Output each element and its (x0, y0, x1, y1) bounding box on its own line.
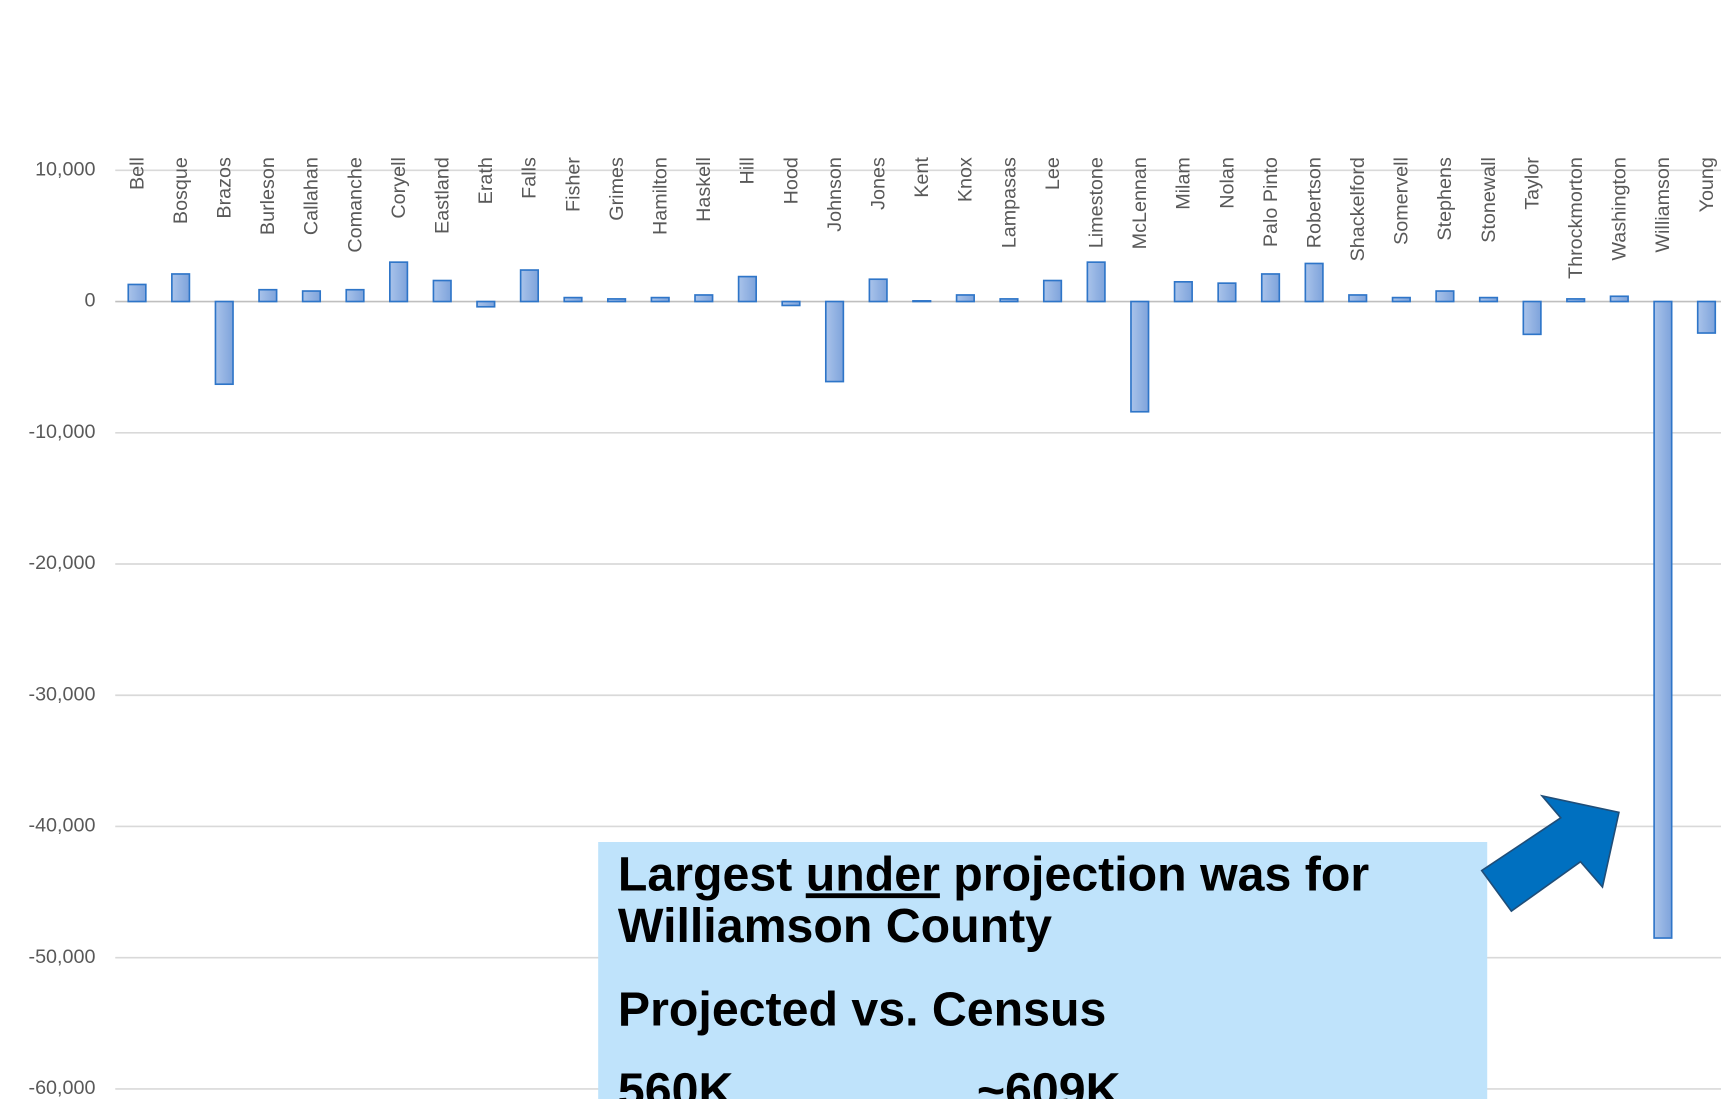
annotation-text: Largest (618, 847, 806, 901)
bar (519, 269, 540, 303)
x-tick-label: Johnson (824, 157, 846, 232)
bar (868, 278, 888, 303)
bar (345, 288, 365, 303)
x-tick-label: Williamson (1652, 157, 1674, 252)
bar (214, 300, 234, 386)
x-tick-label: Knox (955, 157, 977, 202)
x-tick-label: Milam (1173, 157, 1195, 210)
x-tick-label: Throckmorton (1565, 157, 1587, 279)
bar (1609, 295, 1629, 303)
bar (1653, 300, 1673, 939)
bar (1696, 300, 1717, 334)
x-tick-label: Washington (1609, 157, 1631, 261)
x-tick-label: Kent (911, 157, 933, 198)
grid: 10,000 0 -10,000 -20,000 -30,000 -40,000 -50,0… (29, 157, 1721, 1099)
x-tick-label: Taylor (1521, 157, 1543, 210)
annotation-census: ~609K (977, 1064, 1121, 1099)
bar (1173, 281, 1193, 303)
x-tick-label: Callahan (301, 157, 323, 235)
bar (912, 300, 932, 303)
annotation-box (598, 842, 1488, 1099)
y-tick-label: 0 (85, 290, 96, 312)
y-tick-label: -10,000 (29, 421, 96, 443)
bar (955, 294, 975, 303)
bar (1304, 262, 1324, 303)
bar (1522, 300, 1542, 336)
bar (171, 273, 191, 303)
x-tick-label: Falls (519, 157, 541, 199)
x-tick-label: Shackelford (1347, 157, 1369, 261)
bar (1130, 300, 1150, 413)
bar (1260, 273, 1281, 303)
x-tick-label: Erath (475, 157, 497, 204)
x-tick-label: Limestone (1085, 157, 1107, 248)
bar (301, 290, 322, 303)
x-tick-label: Jones (867, 157, 889, 210)
annotation-text: Williamson County (618, 899, 1052, 953)
bar (389, 261, 409, 303)
x-tick-label: Bosque (170, 157, 192, 224)
bar (258, 288, 278, 303)
x-tick-label: Stephens (1434, 157, 1456, 241)
bar (650, 296, 670, 303)
bar (1086, 261, 1106, 303)
bar (563, 296, 583, 303)
bar (1478, 296, 1499, 303)
annotation-text: projection was for (940, 847, 1369, 901)
bar (1042, 279, 1063, 303)
x-tick-label: Burleson (257, 157, 279, 235)
annotation-text: under (806, 847, 940, 901)
x-tick-label: Bell (126, 157, 148, 190)
bar (1391, 296, 1411, 303)
bar (1435, 290, 1455, 303)
x-tick-label: Stonewall (1478, 157, 1500, 243)
bar (1566, 298, 1586, 303)
y-tick-label: -50,000 (29, 946, 96, 968)
annotation-line: Largest under projection was for (618, 847, 1369, 901)
x-tick-label: Palo Pinto (1260, 157, 1282, 247)
x-tick-label: Hood (780, 157, 802, 204)
x-tick-label: Haskell (693, 157, 715, 222)
x-tick-label: Coryell (388, 157, 410, 218)
annotation: Largest under projection was for William… (598, 794, 1620, 1099)
x-tick-label: Hamilton (650, 157, 672, 235)
bar (127, 283, 147, 303)
x-tick-label: McLennan (1129, 157, 1151, 249)
annotation-projected: 560K (618, 1064, 734, 1099)
bar (476, 300, 496, 308)
x-tick-label: Comanche (344, 157, 366, 253)
x-tick-label: Brazos (214, 157, 236, 219)
x-tick-label: Hill (737, 157, 759, 184)
x-tick-label: Grimes (606, 157, 628, 221)
bar (694, 294, 714, 303)
x-tick-label: Nolan (1216, 157, 1238, 209)
y-tick-label: -40,000 (29, 815, 96, 837)
y-tick-label: 10,000 (35, 159, 95, 181)
bar (824, 300, 845, 383)
x-tick-label: Lee (1042, 157, 1064, 190)
annotation-heading: Projected vs. Census (618, 982, 1106, 1036)
arrow (1480, 794, 1620, 913)
y-tick-label: -20,000 (29, 552, 96, 574)
bar (999, 298, 1019, 303)
bar (1217, 282, 1237, 303)
x-tick-label: Somervell (1391, 157, 1413, 245)
y-tick-label: -30,000 (29, 683, 96, 705)
bar (1348, 294, 1368, 303)
bar (781, 300, 801, 307)
x-tick-label: Eastland (432, 157, 454, 234)
x-tick-label: Lampasas (998, 157, 1020, 248)
x-tick-label: Young (1696, 157, 1718, 212)
bar (737, 275, 757, 303)
bar (432, 279, 452, 303)
y-tick-label: -60,000 (29, 1077, 96, 1099)
x-tick-label: Robertson (1303, 157, 1325, 248)
bars (127, 261, 1717, 939)
x-tick-label: Fisher (562, 157, 584, 212)
bar (606, 298, 627, 303)
